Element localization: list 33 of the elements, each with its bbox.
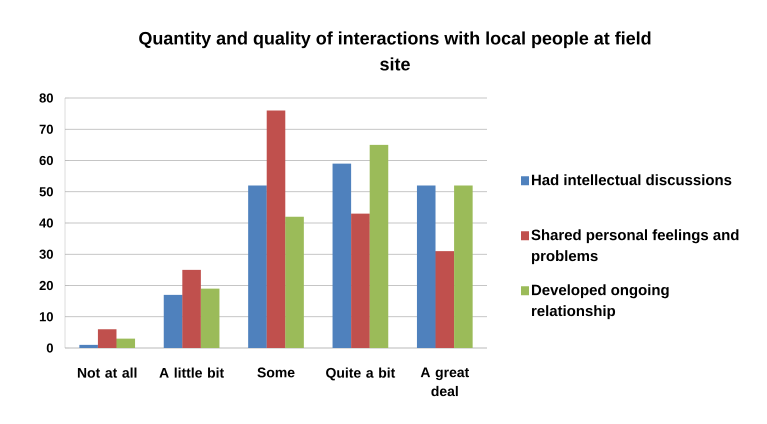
bar [285,216,304,348]
legend-label: Shared personal feelings and problems [531,229,738,264]
bar [164,294,182,348]
y-tick-label: 80 [39,93,53,103]
y-tick-label: 70 [40,124,53,134]
y-tick-label: 20 [40,280,53,290]
bar [436,251,454,348]
y-tick-label: 60 [40,156,53,166]
bar [79,344,98,348]
x-tick-label: Some [257,368,295,378]
bar [200,288,220,348]
x-tick-label: Not at all [78,368,136,378]
bar [98,329,116,348]
x-tick-label: A little bit [159,368,224,378]
legend-label: Developed ongoing relationship [532,284,669,320]
bar [370,144,388,348]
chart-title: Quantity and quality of interactions with local people at field site [139,31,650,71]
x-tick-label: Quite a bit [326,368,396,380]
y-tick-label: 10 [40,312,53,322]
bar [416,186,436,348]
y-tick-label: 30 [39,250,53,259]
legend-label: Had intellectual discussions [532,174,732,186]
bar [116,338,136,348]
y-tick-label: 40 [39,218,53,228]
bar [332,164,352,348]
bar [266,110,286,348]
y-tick-label: 50 [39,187,53,196]
bar [454,186,473,348]
bar [182,270,201,348]
bar [248,186,267,348]
x-tick-label: A great deal [420,368,470,396]
bar [351,214,370,348]
y-tick-label: 0 [46,343,53,353]
